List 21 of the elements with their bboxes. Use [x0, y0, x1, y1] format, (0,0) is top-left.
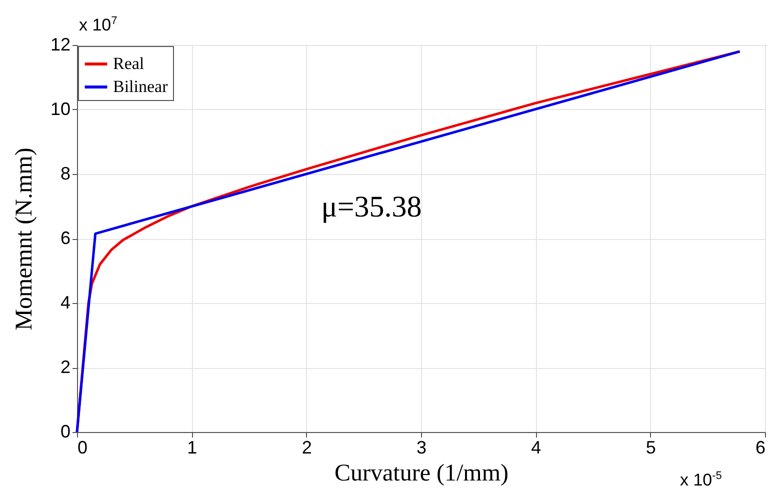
x-tick-label: 4	[531, 438, 542, 458]
text: x 10$^{-5}$	[680, 470, 722, 491]
y-tick-label: 10	[50, 99, 70, 119]
legend-label: Bilinear	[113, 77, 168, 96]
annotation: μ=35.38	[321, 190, 422, 224]
x-tick-label: 6	[755, 438, 766, 458]
y-tick-label: 6	[60, 228, 70, 248]
legend-label: Real	[113, 54, 144, 73]
x-tick-label: 3	[416, 438, 427, 458]
y-axis-title: Momemnt (N.mm)	[11, 148, 38, 330]
y-tick-label: 12	[50, 34, 70, 54]
x-tick-label: 0	[78, 438, 88, 458]
text: x 10$^{7}$	[79, 15, 118, 36]
x-axis-title: Curvature (1/mm)	[334, 460, 508, 486]
x-tick-label: 1	[187, 438, 198, 458]
y-tick-label: 0	[60, 422, 70, 442]
y-tick-label: 8	[60, 164, 70, 184]
y-tick-label: 2	[60, 357, 70, 377]
x-tick-label: 5	[646, 438, 656, 458]
x-tick-label: 2	[302, 438, 312, 458]
y-tick-label: 4	[60, 292, 70, 312]
